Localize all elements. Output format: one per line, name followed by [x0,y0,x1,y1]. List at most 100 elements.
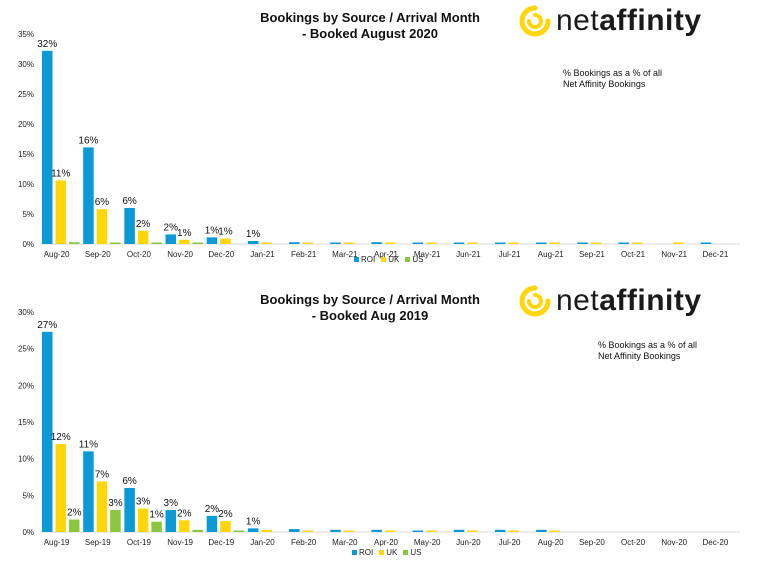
legend-swatch-uk [379,550,385,555]
x-tick-label: Dec-19 [208,538,234,547]
bar-roi [330,242,341,244]
x-tick-label: Feb-21 [291,250,317,259]
legend-item-us: US [405,255,423,264]
bar-roi [577,242,588,244]
bar-uk [343,530,355,532]
bar-us [192,529,204,532]
bar-uk [673,242,684,244]
data-label: 1% [218,227,233,238]
bar-uk [631,242,643,244]
data-label: 11% [79,439,98,450]
data-label: 1% [205,225,220,236]
data-label: 2% [136,219,151,230]
bar-uk [549,530,561,532]
bar-roi [494,529,506,532]
chart-title: Bookings by Source / Arrival Month - Boo… [200,10,540,42]
x-tick-label: Jul-21 [499,250,521,259]
data-label: 32% [37,39,57,50]
bar-uk [343,242,355,244]
x-tick-label: May-20 [414,538,441,547]
bar-us [151,242,162,244]
bar-uk [508,242,519,244]
bar-uk [261,529,272,532]
legend-item-roi: ROI [354,255,375,264]
chart-legend: ROI UK US [352,548,421,557]
data-label: 27% [37,320,57,331]
bar-us [110,242,121,244]
y-tick-label: 25% [18,345,34,354]
bar-uk [220,238,231,244]
x-tick-label: Jan-20 [250,538,275,547]
bar-roi [536,529,547,532]
data-label: 1% [246,229,261,240]
data-label: 16% [78,135,98,146]
x-tick-label: Dec-21 [703,250,729,259]
bar-uk [384,242,396,244]
bar-uk [179,520,190,532]
legend-label-us: US [412,255,424,264]
bar-uk [220,521,231,532]
data-label: 7% [95,469,110,480]
legend-swatch-roi [352,550,357,555]
bar-us [110,510,121,532]
chart-note: % Bookings as a % of all Net Affinity Bo… [563,68,663,89]
bar-roi [42,331,53,532]
y-tick-label: 15% [18,150,34,159]
x-tick-label: Sep-19 [85,538,111,547]
chart-title-line2: - Booked Aug 2019 [311,308,429,323]
bar-roi [371,242,382,244]
y-tick-label: 20% [18,381,34,390]
bar-roi [206,515,218,532]
data-label: 2% [218,509,233,520]
bar-roi [536,242,547,244]
x-tick-label: Apr-21 [374,250,399,259]
bar-roi [700,242,712,244]
bar-uk [55,180,66,244]
data-label: 1% [246,516,261,527]
y-tick-label: 30% [18,308,34,317]
bar-uk [302,242,314,244]
chart-note: % Bookings as a % of all Net Affinity Bo… [598,340,698,361]
legend-label-us: US [410,548,422,557]
y-tick-label: 25% [18,90,34,99]
y-tick-label: 0% [22,240,34,249]
bar-roi [371,529,382,532]
x-tick-label: Mar-20 [332,538,358,547]
bar-roi [165,510,177,532]
y-tick-label: 10% [18,180,34,189]
y-tick-label: 15% [18,418,34,427]
bar-roi [289,529,300,532]
x-tick-label: Jul-20 [499,538,521,547]
bar-roi [412,530,424,532]
bar-uk [508,530,519,532]
bar-roi [412,242,424,244]
x-tick-label: Jan-21 [250,250,275,259]
x-tick-label: Oct-20 [621,538,646,547]
bar-roi [330,529,341,532]
bar-roi [206,237,218,244]
bar-uk [590,242,602,244]
bar-uk [302,530,314,532]
bar-uk [549,242,561,244]
x-tick-label: Nov-20 [661,538,687,547]
data-label: 2% [164,222,179,233]
y-tick-label: 5% [22,491,34,500]
x-tick-label: Aug-20 [538,538,564,547]
chart-title-line2: - Booked August 2020 [301,26,439,41]
data-label: 6% [95,197,110,208]
bar-uk [137,508,149,532]
bar-roi [289,242,300,244]
y-tick-label: 35% [18,30,34,39]
data-label: 2% [205,504,220,515]
x-tick-label: Aug-21 [538,250,564,259]
bar-us [151,521,162,532]
bar-us [192,242,204,244]
x-tick-label: Jun-21 [456,250,481,259]
yellow-swirl-icon [519,285,551,317]
data-label: 1% [149,510,164,521]
bar-roi [453,529,465,532]
chart-plot-2020: 0% 5% 10% 15% 20% 25% 30% 35%32% 11% Aug-20 16% 6% S… [18,30,740,259]
y-tick-label: 0% [22,528,34,537]
x-tick-label: Sep-21 [579,250,605,259]
x-tick-label: Aug-19 [44,538,70,547]
